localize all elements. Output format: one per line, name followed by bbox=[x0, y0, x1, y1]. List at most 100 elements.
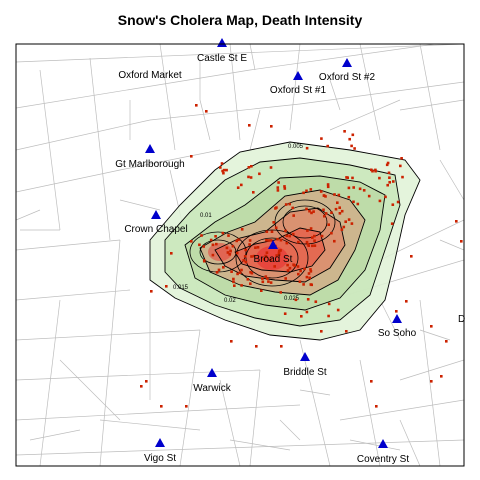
death-marker bbox=[370, 168, 373, 172]
death-marker bbox=[350, 144, 353, 148]
death-marker bbox=[305, 146, 309, 150]
death-marker bbox=[440, 375, 443, 378]
pump-markers: Oxford Market Castle St E Oxford St #1 Oxfo… bbox=[115, 38, 465, 465]
death-marker bbox=[221, 169, 224, 173]
death-marker bbox=[305, 189, 308, 193]
death-marker bbox=[200, 234, 203, 237]
death-marker bbox=[352, 200, 355, 204]
death-marker bbox=[311, 244, 314, 248]
death-marker bbox=[248, 243, 251, 246]
pump-briddle-st[interactable]: Briddle St bbox=[283, 352, 327, 378]
death-marker bbox=[351, 133, 355, 137]
death-marker bbox=[300, 315, 303, 318]
contour-label: 0.015 bbox=[173, 285, 189, 291]
pump-label: Warwick bbox=[193, 383, 231, 394]
death-marker bbox=[347, 186, 351, 190]
death-marker bbox=[291, 232, 295, 236]
death-marker bbox=[256, 246, 260, 249]
death-marker bbox=[323, 214, 326, 218]
death-marker bbox=[230, 340, 233, 343]
death-marker bbox=[254, 246, 257, 249]
pump-coventry-st[interactable]: Coventry St bbox=[357, 439, 409, 465]
contour-line bbox=[235, 229, 309, 287]
death-marker bbox=[283, 185, 286, 188]
death-marker bbox=[327, 302, 331, 306]
death-marker bbox=[242, 259, 245, 262]
death-marker bbox=[299, 269, 302, 273]
death-marker bbox=[333, 193, 336, 196]
death-marker bbox=[378, 199, 382, 203]
death-marker bbox=[324, 195, 327, 198]
death-marker bbox=[399, 164, 402, 168]
death-marker bbox=[288, 202, 291, 206]
pump-vigo-st[interactable]: Vigo St bbox=[144, 438, 176, 464]
pump-warwick[interactable]: Warwick bbox=[193, 368, 232, 394]
pump-castle-st-e[interactable]: Castle St E bbox=[197, 38, 247, 64]
death-marker bbox=[400, 157, 403, 160]
death-marker bbox=[198, 243, 201, 247]
death-marker bbox=[358, 187, 362, 191]
death-marker bbox=[294, 298, 298, 302]
contour-label: 0.01 bbox=[200, 213, 212, 219]
death-marker bbox=[249, 282, 252, 285]
death-marker bbox=[338, 206, 341, 209]
death-marker bbox=[240, 183, 243, 187]
death-marker bbox=[395, 310, 398, 313]
death-marker bbox=[215, 271, 219, 274]
contour-line bbox=[199, 189, 366, 296]
death-marker bbox=[185, 405, 188, 408]
death-marker bbox=[445, 340, 448, 343]
death-marker bbox=[292, 214, 295, 217]
death-marker bbox=[322, 194, 326, 197]
death-marker bbox=[298, 280, 302, 283]
pump-label: Gt Marlborough bbox=[115, 159, 184, 170]
pump-so-soho[interactable]: So Soho bbox=[378, 314, 417, 339]
death-marker bbox=[386, 183, 389, 187]
death-marker bbox=[269, 258, 272, 262]
pump-dean-st[interactable]: D bbox=[458, 314, 465, 325]
death-marker bbox=[280, 345, 283, 348]
death-marker bbox=[209, 238, 213, 242]
death-marker bbox=[202, 245, 205, 248]
pump-oxford-st-1[interactable]: Oxford St #1 bbox=[270, 71, 327, 96]
death-marker bbox=[319, 190, 323, 193]
death-marker bbox=[374, 168, 377, 172]
pump-oxford-st-2[interactable]: Oxford St #2 bbox=[319, 58, 376, 83]
pump-broad-st[interactable]: Broad St bbox=[254, 240, 293, 265]
death-marker bbox=[248, 239, 252, 242]
death-marker bbox=[306, 243, 310, 246]
death-marker bbox=[342, 225, 346, 229]
death-marker bbox=[288, 266, 292, 270]
pump-label: Crown Chapel bbox=[124, 224, 187, 235]
death-marker bbox=[313, 239, 316, 242]
death-marker bbox=[285, 241, 289, 245]
pump-crown-chapel[interactable]: Crown Chapel bbox=[124, 210, 188, 235]
death-marker bbox=[302, 191, 305, 195]
death-marker bbox=[220, 162, 224, 165]
death-marker bbox=[249, 271, 252, 274]
pump-gt-marlborough[interactable]: Gt Marlborough bbox=[115, 144, 185, 170]
death-marker bbox=[356, 202, 360, 206]
death-marker bbox=[305, 275, 309, 279]
death-marker bbox=[274, 226, 278, 229]
death-marker bbox=[269, 166, 273, 169]
death-marker bbox=[231, 244, 235, 248]
death-marker bbox=[367, 194, 371, 198]
death-marker bbox=[235, 239, 238, 243]
death-marker bbox=[228, 253, 231, 256]
map-frame bbox=[15, 43, 465, 467]
pump-oxford-market[interactable]: Oxford Market bbox=[118, 70, 182, 81]
death-marker bbox=[252, 191, 255, 194]
death-marker bbox=[371, 169, 374, 173]
death-marker bbox=[351, 176, 354, 180]
death-marker bbox=[288, 234, 291, 238]
death-marker bbox=[307, 272, 311, 275]
death-marker bbox=[430, 380, 433, 383]
pump-label: So Soho bbox=[378, 328, 417, 339]
death-marker bbox=[260, 289, 263, 292]
death-marker bbox=[211, 253, 215, 257]
contour-line bbox=[184, 175, 386, 311]
death-marker bbox=[347, 195, 351, 199]
death-marker bbox=[333, 239, 336, 243]
